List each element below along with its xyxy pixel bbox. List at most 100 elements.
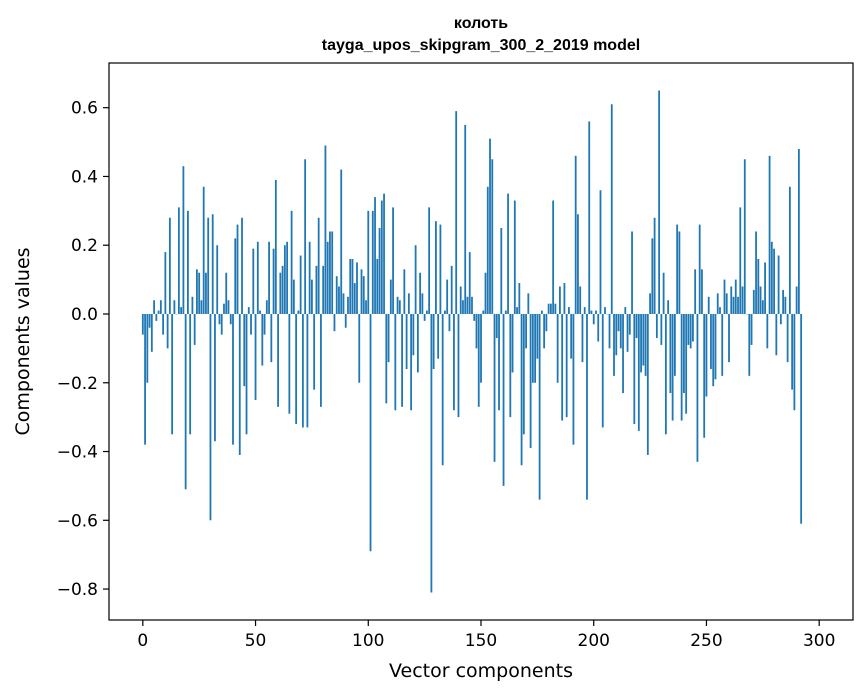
bar	[588, 121, 591, 314]
bar	[741, 286, 744, 314]
bar	[583, 307, 586, 314]
bar	[786, 313, 789, 363]
bar	[595, 310, 597, 314]
bar	[500, 228, 503, 314]
bar	[268, 241, 270, 314]
bar	[462, 300, 464, 314]
bar	[664, 313, 667, 435]
bar	[728, 313, 730, 363]
bar	[403, 269, 406, 314]
x-tick-label: 300	[803, 631, 835, 651]
bar	[734, 279, 737, 314]
bar	[295, 313, 298, 425]
bar	[333, 313, 336, 332]
x-tick-label: 250	[690, 631, 722, 651]
bar	[579, 286, 582, 314]
bar	[405, 313, 408, 369]
bar	[365, 300, 367, 314]
bar	[261, 313, 264, 366]
bar	[590, 310, 593, 314]
bar	[730, 286, 733, 314]
bar	[529, 313, 532, 449]
bar	[250, 313, 252, 335]
bar	[173, 300, 176, 314]
chart-title: колоть	[454, 15, 508, 32]
bar	[229, 313, 232, 325]
bar	[644, 313, 647, 376]
bar	[410, 313, 413, 411]
bar	[673, 313, 676, 376]
bar	[491, 159, 494, 314]
bar	[457, 313, 460, 418]
bar	[358, 313, 361, 383]
bar	[624, 307, 627, 314]
bar	[288, 313, 291, 414]
bar	[200, 300, 203, 314]
bar	[694, 269, 697, 314]
bar	[680, 313, 683, 421]
bar	[277, 313, 279, 407]
bar	[502, 313, 505, 486]
bar	[297, 310, 300, 314]
y-tick-label: 0.0	[71, 305, 98, 325]
bar	[653, 217, 656, 314]
bar	[435, 221, 437, 314]
bar	[509, 313, 512, 418]
bar	[153, 300, 155, 314]
bar	[340, 169, 343, 314]
bar	[356, 262, 358, 314]
bar	[283, 245, 286, 314]
bar	[432, 313, 435, 369]
bar	[568, 307, 570, 314]
bar	[710, 313, 712, 369]
bar	[306, 313, 309, 428]
bar	[689, 313, 692, 349]
x-tick-label: 0	[137, 631, 148, 651]
bar	[252, 248, 255, 314]
bar	[507, 193, 509, 314]
bar	[227, 300, 230, 314]
bar	[360, 269, 363, 314]
bar	[800, 313, 803, 524]
bar	[520, 313, 523, 466]
bar	[574, 155, 577, 314]
bar	[220, 313, 223, 335]
bar	[480, 313, 482, 383]
bar	[601, 313, 604, 428]
bar	[308, 241, 311, 314]
bar	[642, 313, 645, 366]
bar	[367, 210, 370, 314]
bar	[416, 313, 419, 373]
bar	[414, 245, 417, 314]
bar	[150, 313, 153, 352]
y-tick-label: 0.4	[71, 167, 98, 187]
bar	[193, 313, 196, 345]
bar	[396, 296, 399, 314]
bar	[615, 313, 618, 356]
bar	[155, 313, 158, 321]
bar	[466, 296, 469, 314]
bar	[299, 255, 302, 314]
bar	[392, 207, 394, 314]
bar	[692, 313, 694, 342]
bar	[448, 313, 451, 332]
bar	[554, 303, 557, 314]
bar	[525, 313, 527, 349]
bar	[162, 313, 165, 335]
bar	[761, 300, 764, 314]
bar	[534, 313, 537, 383]
bar	[464, 124, 467, 314]
bar	[247, 307, 250, 314]
bar	[259, 310, 261, 314]
bar	[317, 217, 320, 314]
bar	[144, 313, 146, 445]
bar	[265, 300, 268, 314]
y-tick-label: 0.2	[71, 236, 98, 256]
chart-subtitle: tayga_upos_skipgram_300_2_2019 model	[322, 37, 640, 54]
x-axis-ticks: 0 50 100 150 200 250 300	[137, 620, 835, 651]
bar	[622, 313, 624, 394]
bar	[597, 313, 600, 342]
bar	[703, 313, 706, 438]
bar	[545, 313, 548, 332]
